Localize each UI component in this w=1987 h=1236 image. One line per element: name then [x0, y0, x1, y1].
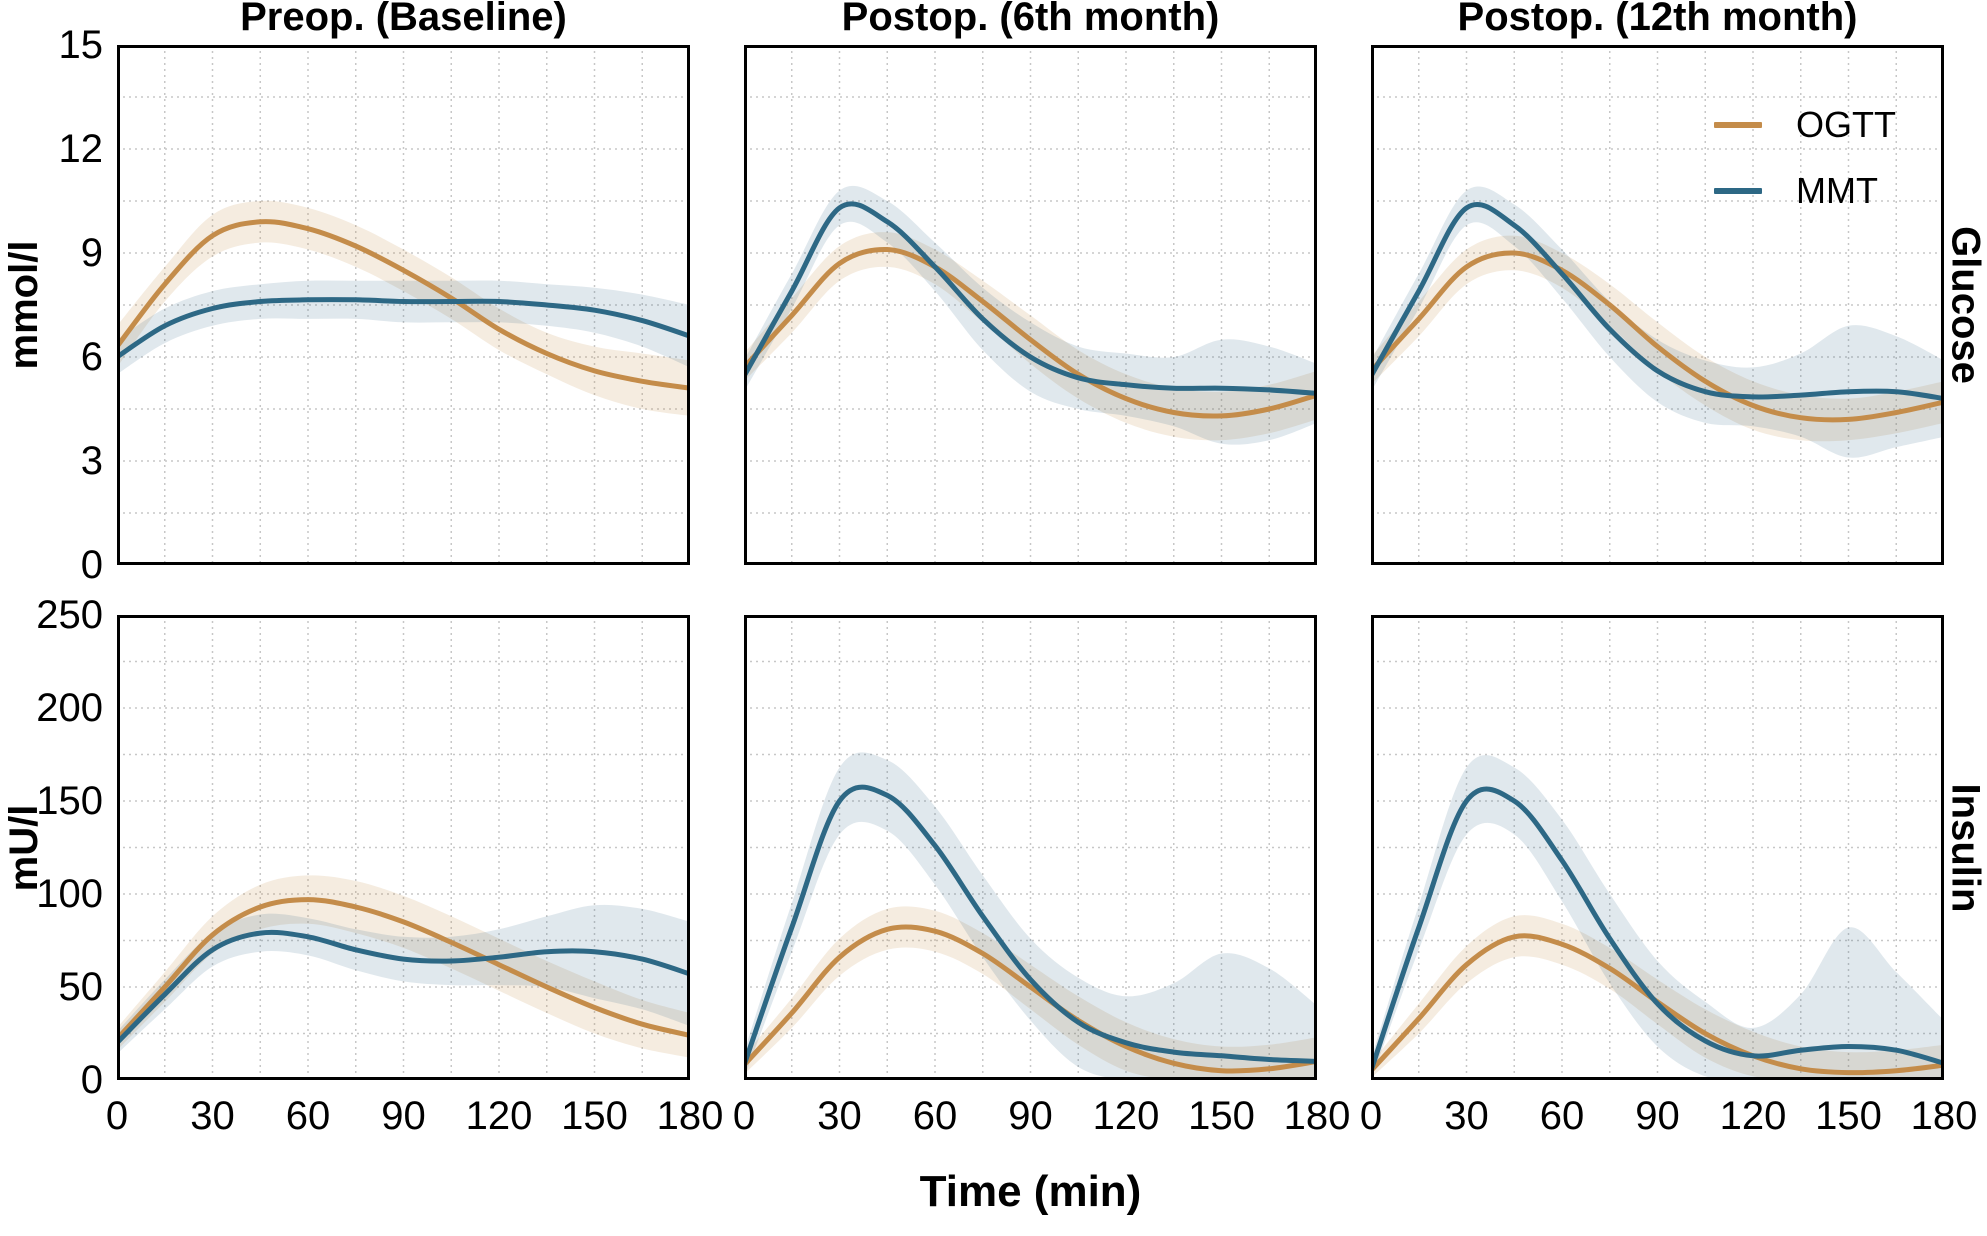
y-axis-insulin: mU/l 0 50 100 150 200 250 [0, 595, 117, 1100]
panel-title-postop6: Postop. (6th month) [841, 0, 1220, 39]
curve-ogtt [1371, 250, 1944, 423]
x-axis-title: Time (min) [919, 1167, 1142, 1216]
band-ogtt [1371, 235, 1944, 442]
y-tick-label: 9 [80, 231, 103, 275]
band-mmt [117, 904, 690, 1054]
band-mmt [1371, 186, 1944, 458]
plot-border [117, 615, 690, 1080]
x-tick-label: 150 [1188, 1094, 1255, 1138]
plot-border [744, 45, 1317, 565]
legend-line-ogtt [1714, 122, 1763, 128]
band-mmt [744, 185, 1317, 445]
band-ogtt [117, 875, 690, 1058]
band-ogtt [744, 906, 1317, 1080]
insulin-postop6-plot [744, 615, 1317, 1080]
insulin-preop-plot [117, 615, 690, 1080]
row-label-glucose: Glucose [1943, 226, 1987, 384]
panel-insulin-preop [117, 615, 690, 1080]
y-axis-title-glucose: mmol/l [2, 240, 46, 370]
legend: OGTT MMT [1714, 107, 1896, 209]
curve-mmt [744, 784, 1317, 1068]
band-ogtt [1371, 915, 1944, 1080]
curve-mmt [117, 297, 690, 360]
curve-ogtt [744, 924, 1317, 1074]
x-tick-label: 60 [1539, 1094, 1585, 1138]
x-tick-label: 0 [732, 1094, 756, 1138]
row-label-insulin-cell: Insulin [1944, 615, 1987, 1080]
curve-ogtt [744, 246, 1317, 419]
y-tick-label: 15 [58, 23, 104, 67]
x-tick-label: 150 [1815, 1094, 1882, 1138]
x-tick-label: 60 [285, 1094, 331, 1138]
y-tick-label: 50 [58, 965, 104, 1009]
curve-ogtt [117, 897, 690, 1042]
legend-label-ogtt: OGTT [1796, 104, 1896, 145]
x-axis-postop12: 0 30 60 90 120 150 180 [1360, 1080, 1978, 1160]
x-tick-label: 90 [1635, 1094, 1680, 1138]
x-tick-label: 120 [1092, 1094, 1160, 1138]
x-tick-label: 180 [1910, 1094, 1978, 1138]
band-mmt [744, 752, 1317, 1080]
curve-mmt [744, 201, 1317, 396]
y-tick-label: 0 [80, 543, 103, 587]
curve-mmt [1371, 201, 1944, 402]
plot-border [117, 45, 690, 565]
x-tick-label: 120 [1719, 1094, 1787, 1138]
panel-insulin-postop12 [1371, 615, 1944, 1080]
y-tick-label: 6 [80, 335, 103, 379]
row-label-glucose-cell: Glucose [1944, 45, 1987, 565]
x-tick-label: 180 [1283, 1094, 1351, 1138]
y-tick-label: 3 [80, 439, 103, 483]
row-label-insulin: Insulin [1943, 783, 1987, 912]
band-ogtt [117, 200, 690, 416]
plot-border [1371, 615, 1944, 1080]
y-tick-label: 0 [80, 1058, 103, 1102]
x-tick-label: 60 [912, 1094, 958, 1138]
legend-line-mmt [1714, 188, 1763, 194]
x-tick-label: 180 [656, 1094, 724, 1138]
panel-title-postop12: Postop. (12th month) [1457, 0, 1858, 39]
x-axis-postop6: 0 30 60 90 120 150 180 [733, 1080, 1351, 1160]
panel-glucose-postop12: OGTT MMT [1371, 45, 1944, 565]
panel-glucose-preop [117, 45, 690, 565]
x-tick-label: 0 [105, 1094, 129, 1138]
x-tick-label: 120 [465, 1094, 533, 1138]
insulin-postop12-plot [1371, 615, 1944, 1080]
y-tick-label: 150 [36, 779, 103, 823]
plot-border [744, 615, 1317, 1080]
panel-title-preop: Preop. (Baseline) [240, 0, 567, 39]
legend-label-mmt: MMT [1796, 170, 1878, 211]
y-tick-label: 200 [36, 686, 103, 730]
x-tick-label: 30 [817, 1094, 862, 1138]
band-mmt [1371, 755, 1944, 1080]
panel-glucose-postop6 [744, 45, 1317, 565]
plot-border [1371, 45, 1944, 565]
x-tick-label: 90 [1008, 1094, 1053, 1138]
x-tick-label: 150 [561, 1094, 628, 1138]
glucose-postop12-plot [1371, 45, 1944, 565]
glucose-preop-plot [117, 45, 690, 565]
legend-item-mmt: MMT [1714, 173, 1896, 209]
curve-ogtt [117, 219, 690, 391]
panel-insulin-postop6 [744, 615, 1317, 1080]
curve-mmt [117, 929, 690, 1046]
curve-mmt [1371, 786, 1944, 1074]
x-tick-label: 30 [1444, 1094, 1489, 1138]
glucose-postop6-plot [744, 45, 1317, 565]
x-tick-label: 30 [190, 1094, 235, 1138]
x-tick-label: 0 [1359, 1094, 1383, 1138]
y-tick-label: 12 [58, 127, 104, 171]
y-axis-glucose: mmol/l 0 3 6 9 12 15 [0, 25, 117, 585]
x-axis-preop: 0 30 60 90 120 150 180 [106, 1080, 724, 1160]
legend-item-ogtt: OGTT [1714, 107, 1896, 143]
y-tick-label: 250 [36, 593, 103, 637]
y-tick-label: 100 [36, 872, 103, 916]
x-tick-label: 90 [381, 1094, 426, 1138]
